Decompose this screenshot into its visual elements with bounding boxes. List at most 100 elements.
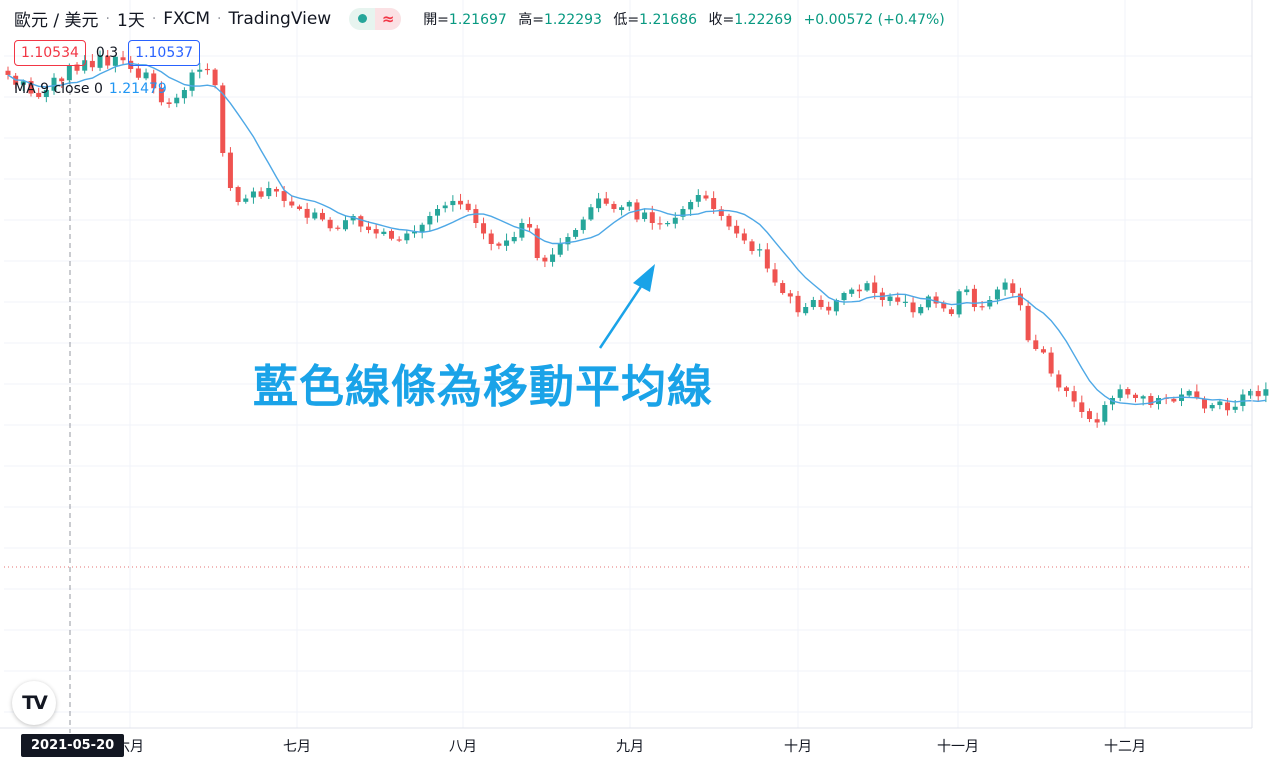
candle-body: [680, 209, 686, 217]
candle: [1248, 388, 1254, 399]
candle: [902, 295, 908, 307]
candle: [764, 243, 770, 273]
candle: [74, 62, 80, 75]
candle-body: [1209, 405, 1215, 409]
candle-body: [734, 225, 740, 234]
low-label: 低=: [613, 11, 640, 28]
candle: [1017, 287, 1023, 311]
candle: [511, 231, 517, 244]
candle: [534, 224, 540, 261]
candle-body: [642, 212, 648, 220]
candle-body: [979, 306, 985, 308]
candle-body: [327, 219, 333, 229]
candle: [1263, 382, 1269, 403]
candle: [120, 50, 126, 65]
time-axis-label: 十月: [784, 739, 812, 755]
candle-body: [1017, 293, 1023, 306]
candle: [642, 208, 648, 222]
candle: [826, 301, 832, 315]
candle-body: [795, 295, 801, 313]
candle-body: [1225, 402, 1231, 411]
market-status-pill[interactable]: ≈: [349, 7, 402, 30]
candle: [910, 297, 916, 318]
candle-body: [872, 282, 878, 293]
candle-body: [550, 254, 556, 262]
candle: [212, 68, 218, 89]
candle-body: [1125, 388, 1131, 395]
symbol-legend: 歐元 / 美元 · 1天 · FXCM · TradingView ≈ 開=1.…: [14, 6, 945, 31]
candle-body: [519, 223, 525, 238]
candle: [174, 93, 180, 108]
candle-body: [1240, 394, 1246, 406]
high-label: 高=: [518, 11, 545, 28]
wave-icon: ≈: [375, 7, 402, 30]
candle: [557, 237, 563, 258]
candle: [235, 185, 241, 206]
candle-body: [319, 212, 325, 220]
candle-body: [1171, 398, 1177, 402]
candle-body: [43, 90, 49, 98]
tradingview-logo[interactable]: TV: [12, 681, 56, 725]
candle-body: [312, 212, 318, 219]
buy-price-button[interactable]: 1.10537: [128, 40, 201, 66]
candle-body: [910, 302, 916, 313]
candle-body: [419, 224, 425, 232]
candle-body: [412, 231, 418, 234]
candle: [772, 262, 778, 286]
candle: [588, 203, 594, 222]
indicator-legend[interactable]: MA 9 close 0 1.21479: [14, 81, 167, 97]
candle-body: [1102, 405, 1108, 422]
candle: [726, 213, 732, 231]
candle-body: [619, 207, 625, 210]
candle-body: [105, 55, 111, 66]
candle-body: [1056, 374, 1062, 388]
candle-body: [504, 240, 510, 246]
candle: [803, 303, 809, 316]
candle-body: [151, 73, 157, 89]
candle: [327, 217, 333, 232]
candle-body: [948, 309, 954, 314]
candle: [879, 287, 885, 307]
candle: [665, 221, 671, 227]
candle-body: [365, 226, 371, 230]
candle: [381, 228, 387, 236]
candle-body: [787, 293, 793, 297]
candle-body: [5, 70, 11, 75]
interval-label[interactable]: 1天: [117, 11, 145, 31]
candle: [396, 236, 402, 243]
candle: [872, 275, 878, 300]
candle-body: [1025, 305, 1031, 341]
candle-body: [626, 202, 632, 207]
candle-body: [273, 188, 279, 192]
candle: [757, 243, 763, 257]
candle-body: [810, 300, 816, 308]
candle: [603, 191, 609, 206]
candle-body: [611, 203, 617, 209]
quote-row: 1.10534 0.3 1.10537: [14, 40, 201, 66]
candle-body: [826, 306, 832, 311]
sell-price-button[interactable]: 1.10534: [14, 40, 86, 66]
candle-body: [258, 191, 264, 197]
candle: [442, 201, 448, 213]
candle: [1217, 399, 1223, 410]
candle: [688, 199, 694, 216]
candle: [135, 63, 141, 80]
candle: [734, 220, 740, 238]
candle-body: [358, 216, 364, 227]
candle-body: [450, 200, 456, 206]
close-value: 1.22269: [734, 11, 793, 28]
candle-body: [1132, 394, 1138, 398]
candle: [695, 189, 701, 208]
separator-dot: ·: [217, 10, 222, 27]
candle-body: [542, 257, 548, 262]
candle: [43, 87, 49, 103]
candle: [481, 217, 487, 240]
candle: [948, 307, 954, 317]
candle: [1117, 384, 1123, 402]
time-axis-label: 八月: [449, 739, 477, 755]
candle-body: [243, 198, 249, 202]
candle: [849, 287, 855, 297]
candle-body: [849, 289, 855, 294]
symbol-name[interactable]: 歐元 / 美元: [14, 11, 99, 31]
